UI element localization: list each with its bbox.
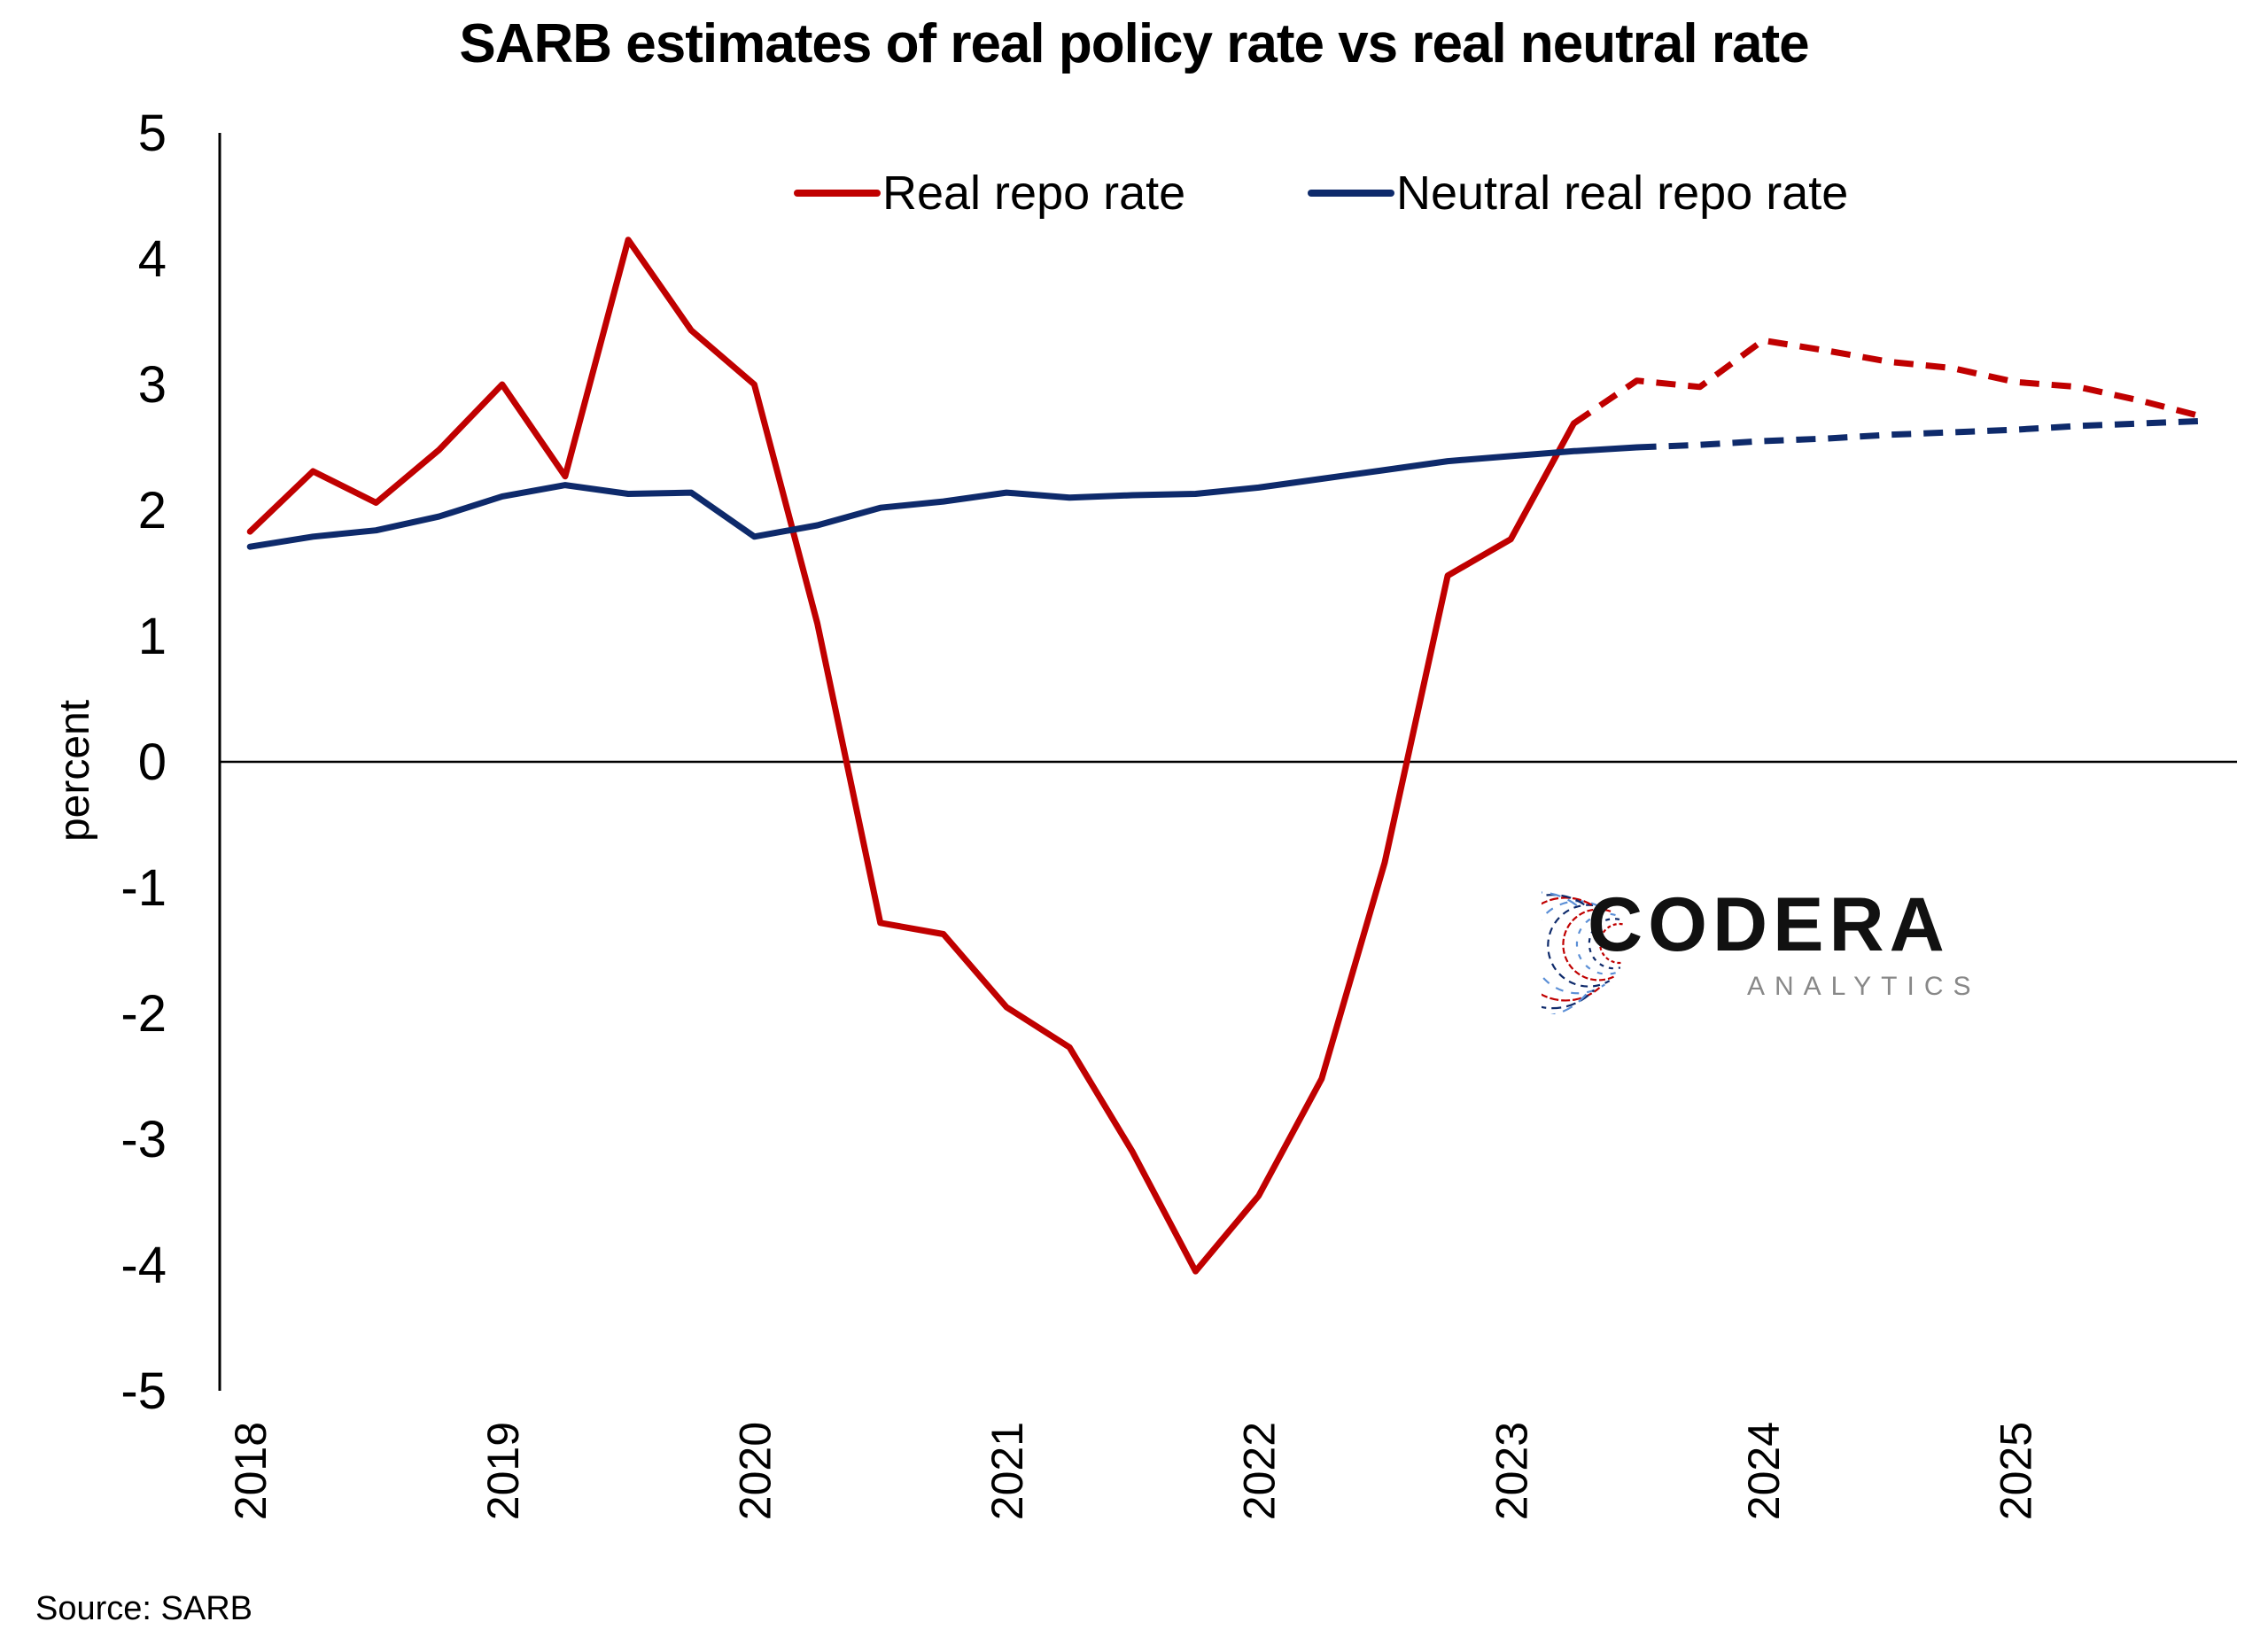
series-line-1-projection: [1572, 337, 2205, 426]
series-line-1-actual: [246, 237, 1577, 1275]
chart-axes: percent: [51, 133, 2237, 1391]
x-tick-label: 2024: [1739, 1422, 1789, 1520]
logo-arc: [1542, 894, 1595, 1010]
y-tick-label: -5: [120, 1362, 167, 1420]
logo-mark-icon: [1542, 891, 1623, 1014]
x-tick-label: 2018: [226, 1422, 276, 1520]
y-axis-ticks: 5 4 3 2 1 0 -1 -2 -3 -4 -5: [120, 105, 167, 1420]
series-line-2-actual: [246, 444, 1641, 550]
y-tick-label: -3: [120, 1111, 167, 1168]
x-tick-label: 2025: [1992, 1422, 2041, 1520]
y-tick-label: 2: [138, 482, 167, 539]
legend-label: Neutral real repo rate: [1396, 167, 1848, 220]
logo-arc: [1598, 922, 1623, 965]
logo-tagline: ANALYTICS: [1747, 972, 1981, 1001]
logo-name: CODERA: [1588, 882, 1950, 967]
x-tick-label: 2022: [1235, 1422, 1285, 1520]
y-tick-label: 0: [138, 733, 167, 791]
source-note: Source: SARB: [35, 1590, 252, 1627]
logo-arc: [1562, 908, 1614, 982]
codera-logo: CODERA ANALYTICS: [1542, 873, 1984, 1014]
legend-label: Real repo rate: [882, 167, 1185, 220]
y-axis-label: percent: [51, 700, 98, 842]
x-axis-ticks: 2018 2019 2020 2021 2022 2023 2024 2025: [226, 1422, 2040, 1520]
x-tick-label: 2021: [983, 1422, 1032, 1520]
logo-arc: [1542, 896, 1601, 1002]
x-tick-label: 2020: [730, 1422, 780, 1520]
y-tick-label: -4: [120, 1237, 167, 1294]
x-tick-label: 2019: [478, 1422, 528, 1520]
y-tick-label: -2: [120, 985, 167, 1043]
logo-arc: [1575, 912, 1618, 975]
y-tick-label: 3: [138, 356, 167, 414]
logo-arc: [1588, 918, 1621, 970]
logo-arc: [1542, 900, 1606, 995]
legend: Real repo rate Neutral real repo rate: [794, 167, 1848, 220]
y-tick-label: 5: [138, 105, 167, 162]
y-tick-label: -1: [120, 859, 167, 917]
y-tick-label: 1: [138, 608, 167, 665]
chart-title: SARB estimates of real policy rate vs re…: [459, 13, 1809, 74]
series-line-2-projection: [1636, 417, 2205, 451]
y-tick-label: 4: [138, 230, 167, 288]
x-tick-label: 2023: [1487, 1422, 1536, 1520]
logo-arc: [1547, 904, 1611, 988]
series-layer: [246, 237, 2205, 1275]
